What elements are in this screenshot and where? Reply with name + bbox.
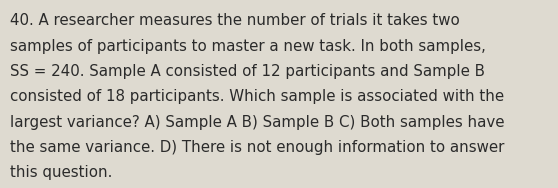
- Text: 40. A researcher measures the number of trials it takes two: 40. A researcher measures the number of …: [10, 13, 460, 28]
- Text: largest variance? A) Sample A B) Sample B C) Both samples have: largest variance? A) Sample A B) Sample …: [10, 115, 504, 130]
- Text: samples of participants to master a new task. In both samples,: samples of participants to master a new …: [10, 39, 486, 54]
- Text: this question.: this question.: [10, 165, 112, 180]
- Text: the same variance. D) There is not enough information to answer: the same variance. D) There is not enoug…: [10, 140, 504, 155]
- Text: SS = 240. Sample A consisted of 12 participants and Sample B: SS = 240. Sample A consisted of 12 parti…: [10, 64, 485, 79]
- Text: consisted of 18 participants. Which sample is associated with the: consisted of 18 participants. Which samp…: [10, 89, 504, 104]
